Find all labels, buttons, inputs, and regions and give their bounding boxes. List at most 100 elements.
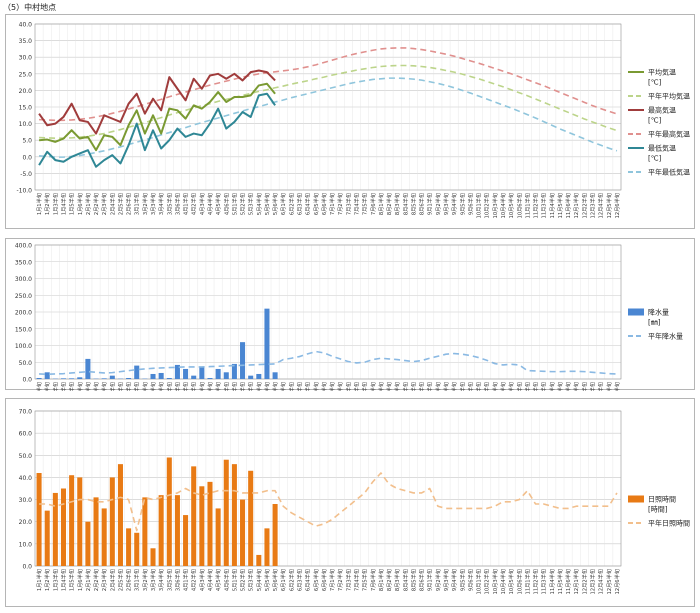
sunshine-x-tick-label: 5月4半旬 <box>255 569 263 591</box>
sunshine-legend-unit: [時間] <box>648 506 668 514</box>
sunshine-bar <box>109 477 115 566</box>
temperature-x-tick-label: 10月5半旬 <box>507 193 515 218</box>
sunshine-x-tick-label: 4月6半旬 <box>222 569 230 591</box>
temperature-x-tick-label: 12月3半旬 <box>589 193 597 218</box>
precipitation-x-tick-label: 2月3半旬 <box>100 382 108 391</box>
temperature-x-tick-label: 4月6半旬 <box>222 193 230 215</box>
precipitation-y-tick-label: 50.0 <box>19 360 33 367</box>
precipitation-bar <box>101 378 107 379</box>
temperature-x-tick-label: 7月4半旬 <box>352 193 360 215</box>
precipitation-x-tick-label: 1月3半旬 <box>51 382 59 391</box>
precipitation-x-tick-label: 9月6半旬 <box>466 382 474 391</box>
sunshine-x-tick-label: 8月3半旬 <box>393 569 401 591</box>
sunshine-x-tick-label: 11月1半旬 <box>523 569 531 594</box>
temperature-x-tick-label: 11月6半旬 <box>564 193 572 218</box>
sunshine-bar <box>199 486 205 566</box>
temperature-min-line <box>38 92 276 168</box>
precipitation-x-tick-label: 1月4半旬 <box>59 382 67 391</box>
precipitation-x-tick-label: 10月6半旬 <box>515 382 523 391</box>
sunshine-bar <box>44 510 50 566</box>
sunshine-x-tick-label: 7月3半旬 <box>344 569 352 591</box>
sunshine-bar <box>223 459 229 566</box>
sunshine-x-tick-label: 3月1半旬 <box>133 569 141 591</box>
sunshine-x-tick-label: 12月1半旬 <box>572 569 580 594</box>
temperature-x-tick-label: 2月4半旬 <box>108 193 116 215</box>
precipitation-x-tick-label: 2月5半旬 <box>116 382 124 391</box>
temperature-x-tick-label: 3月4半旬 <box>157 193 165 215</box>
temperature-x-tick-label: 3月5半旬 <box>165 193 173 215</box>
sunshine-x-tick-label: 7月1半旬 <box>328 569 336 591</box>
precipitation-x-tick-label: 8月2半旬 <box>385 382 393 391</box>
temperature-x-tick-label: 8月5半旬 <box>409 193 417 215</box>
sunshine-bar <box>272 504 278 566</box>
sunshine-x-tick-label: 8月1半旬 <box>377 569 385 591</box>
sunshine-x-tick-label: 5月1半旬 <box>230 569 238 591</box>
precipitation-bar <box>215 368 221 379</box>
temperature-x-tick-label: 9月6半旬 <box>466 193 474 215</box>
sunshine-x-tick-label: 5月3半旬 <box>247 569 255 591</box>
sunshine-plot-area <box>34 410 622 567</box>
precipitation-x-tick-label: 1月2半旬 <box>43 382 51 391</box>
sunshine-bar <box>36 473 42 566</box>
sunshine-x-tick-label: 2月1半旬 <box>84 569 92 591</box>
sunshine-x-tick-label: 6月5半旬 <box>312 569 320 591</box>
temperature-x-tick-label: 8月6半旬 <box>418 193 426 215</box>
temperature-x-tick-label: 5月3半旬 <box>247 193 255 215</box>
sunshine-bar <box>174 495 180 566</box>
sunshine-y-tick-label: 10.0 <box>19 541 33 548</box>
sunshine-x-tick-label: 12月6半旬 <box>613 569 621 594</box>
precipitation-x-tick-label: 9月2半旬 <box>434 382 442 391</box>
temperature-mean-line <box>38 82 276 152</box>
sunshine-x-tick-label: 6月2半旬 <box>287 569 295 591</box>
sunshine-x-tick-label: 7月4半旬 <box>352 569 360 591</box>
precipitation-x-tick-label: 4月3半旬 <box>198 382 206 391</box>
sunshine-x-tick-label: 11月6半旬 <box>564 569 572 594</box>
temperature-x-tick-label: 5月1半旬 <box>230 193 238 215</box>
temperature-legend-label: 平均気温 <box>648 68 676 77</box>
sunshine-x-tick-label: 10月3半旬 <box>491 569 499 594</box>
precipitation-x-tick-label: 5月2半旬 <box>239 382 247 391</box>
sunshine-x-tick-label: 4月4半旬 <box>206 569 214 591</box>
temperature-y-tick-label: 30.0 <box>19 55 33 62</box>
precipitation-bar <box>223 372 229 379</box>
precipitation-x-tick-label: 4月1半旬 <box>182 382 190 391</box>
sunshine-x-tick-label: 3月6半旬 <box>173 569 181 591</box>
temperature-x-tick-label: 6月5半旬 <box>312 193 320 215</box>
sunshine-x-tick-label: 4月5半旬 <box>214 569 222 591</box>
sunshine-x-tick-label: 1月4半旬 <box>59 569 67 591</box>
temperature-legend-label: 平年平均気温 <box>648 92 690 101</box>
sunshine-bar <box>60 488 67 566</box>
temperature-x-tick-label: 8月4半旬 <box>401 193 409 215</box>
precipitation-bar <box>158 372 164 379</box>
temperature-y-tick-label: 5.0 <box>22 138 32 145</box>
sunshine-x-tick-label: 10月4半旬 <box>499 569 507 594</box>
sunshine-x-tick-label: 9月6半旬 <box>466 569 474 591</box>
sunshine-bar <box>158 495 164 566</box>
sunshine-x-tick-label: 9月2半旬 <box>434 569 442 591</box>
precipitation-x-tick-label: 3月4半旬 <box>157 382 165 391</box>
precipitation-bar-series <box>36 308 278 379</box>
temperature-panel: 40.0 35.0 30.0 25.0 20.0 15.0 10.0 5.0 0.0 -5.0 -1… <box>5 14 695 229</box>
sunshine-panel: 70.0 60.0 50.0 40.0 30.0 20.0 10.0 0.0 1月1半旬 1月2半… <box>5 398 695 607</box>
precipitation-bar <box>150 373 156 379</box>
sunshine-bar <box>142 497 148 566</box>
temperature-y-tick-label: 25.0 <box>19 71 33 78</box>
temperature-x-tick-label: 4月4半旬 <box>206 193 214 215</box>
precipitation-x-tick-label: 9月3半旬 <box>442 382 450 391</box>
sunshine-x-tick-label: 7月6半旬 <box>369 569 377 591</box>
precipitation-x-tick-label: 4月5半旬 <box>214 382 222 391</box>
precipitation-x-tick-label: 2月1半旬 <box>84 382 92 391</box>
precipitation-x-tick-label: 7月4半旬 <box>352 382 360 391</box>
precipitation-x-tick-label: 11月2半旬 <box>532 382 540 391</box>
temperature-x-tick-label: 9月5半旬 <box>458 193 466 215</box>
temperature-x-tick-label: 12月1半旬 <box>572 193 580 218</box>
temperature-y-tick-label: 40.0 <box>19 22 33 29</box>
sunshine-legend-label: 平年日照時間 <box>648 519 690 528</box>
sunshine-legend: 日照時間 [時間] 平年日照時間 <box>628 495 690 528</box>
temperature-x-tick-label: 1月3半旬 <box>51 193 59 215</box>
precipitation-x-tick-label: 12月6半旬 <box>613 382 621 391</box>
sunshine-y-tick-label: 30.0 <box>19 497 33 504</box>
precipitation-bar <box>60 378 67 379</box>
temperature-x-tick-label: 9月3半旬 <box>442 193 450 215</box>
